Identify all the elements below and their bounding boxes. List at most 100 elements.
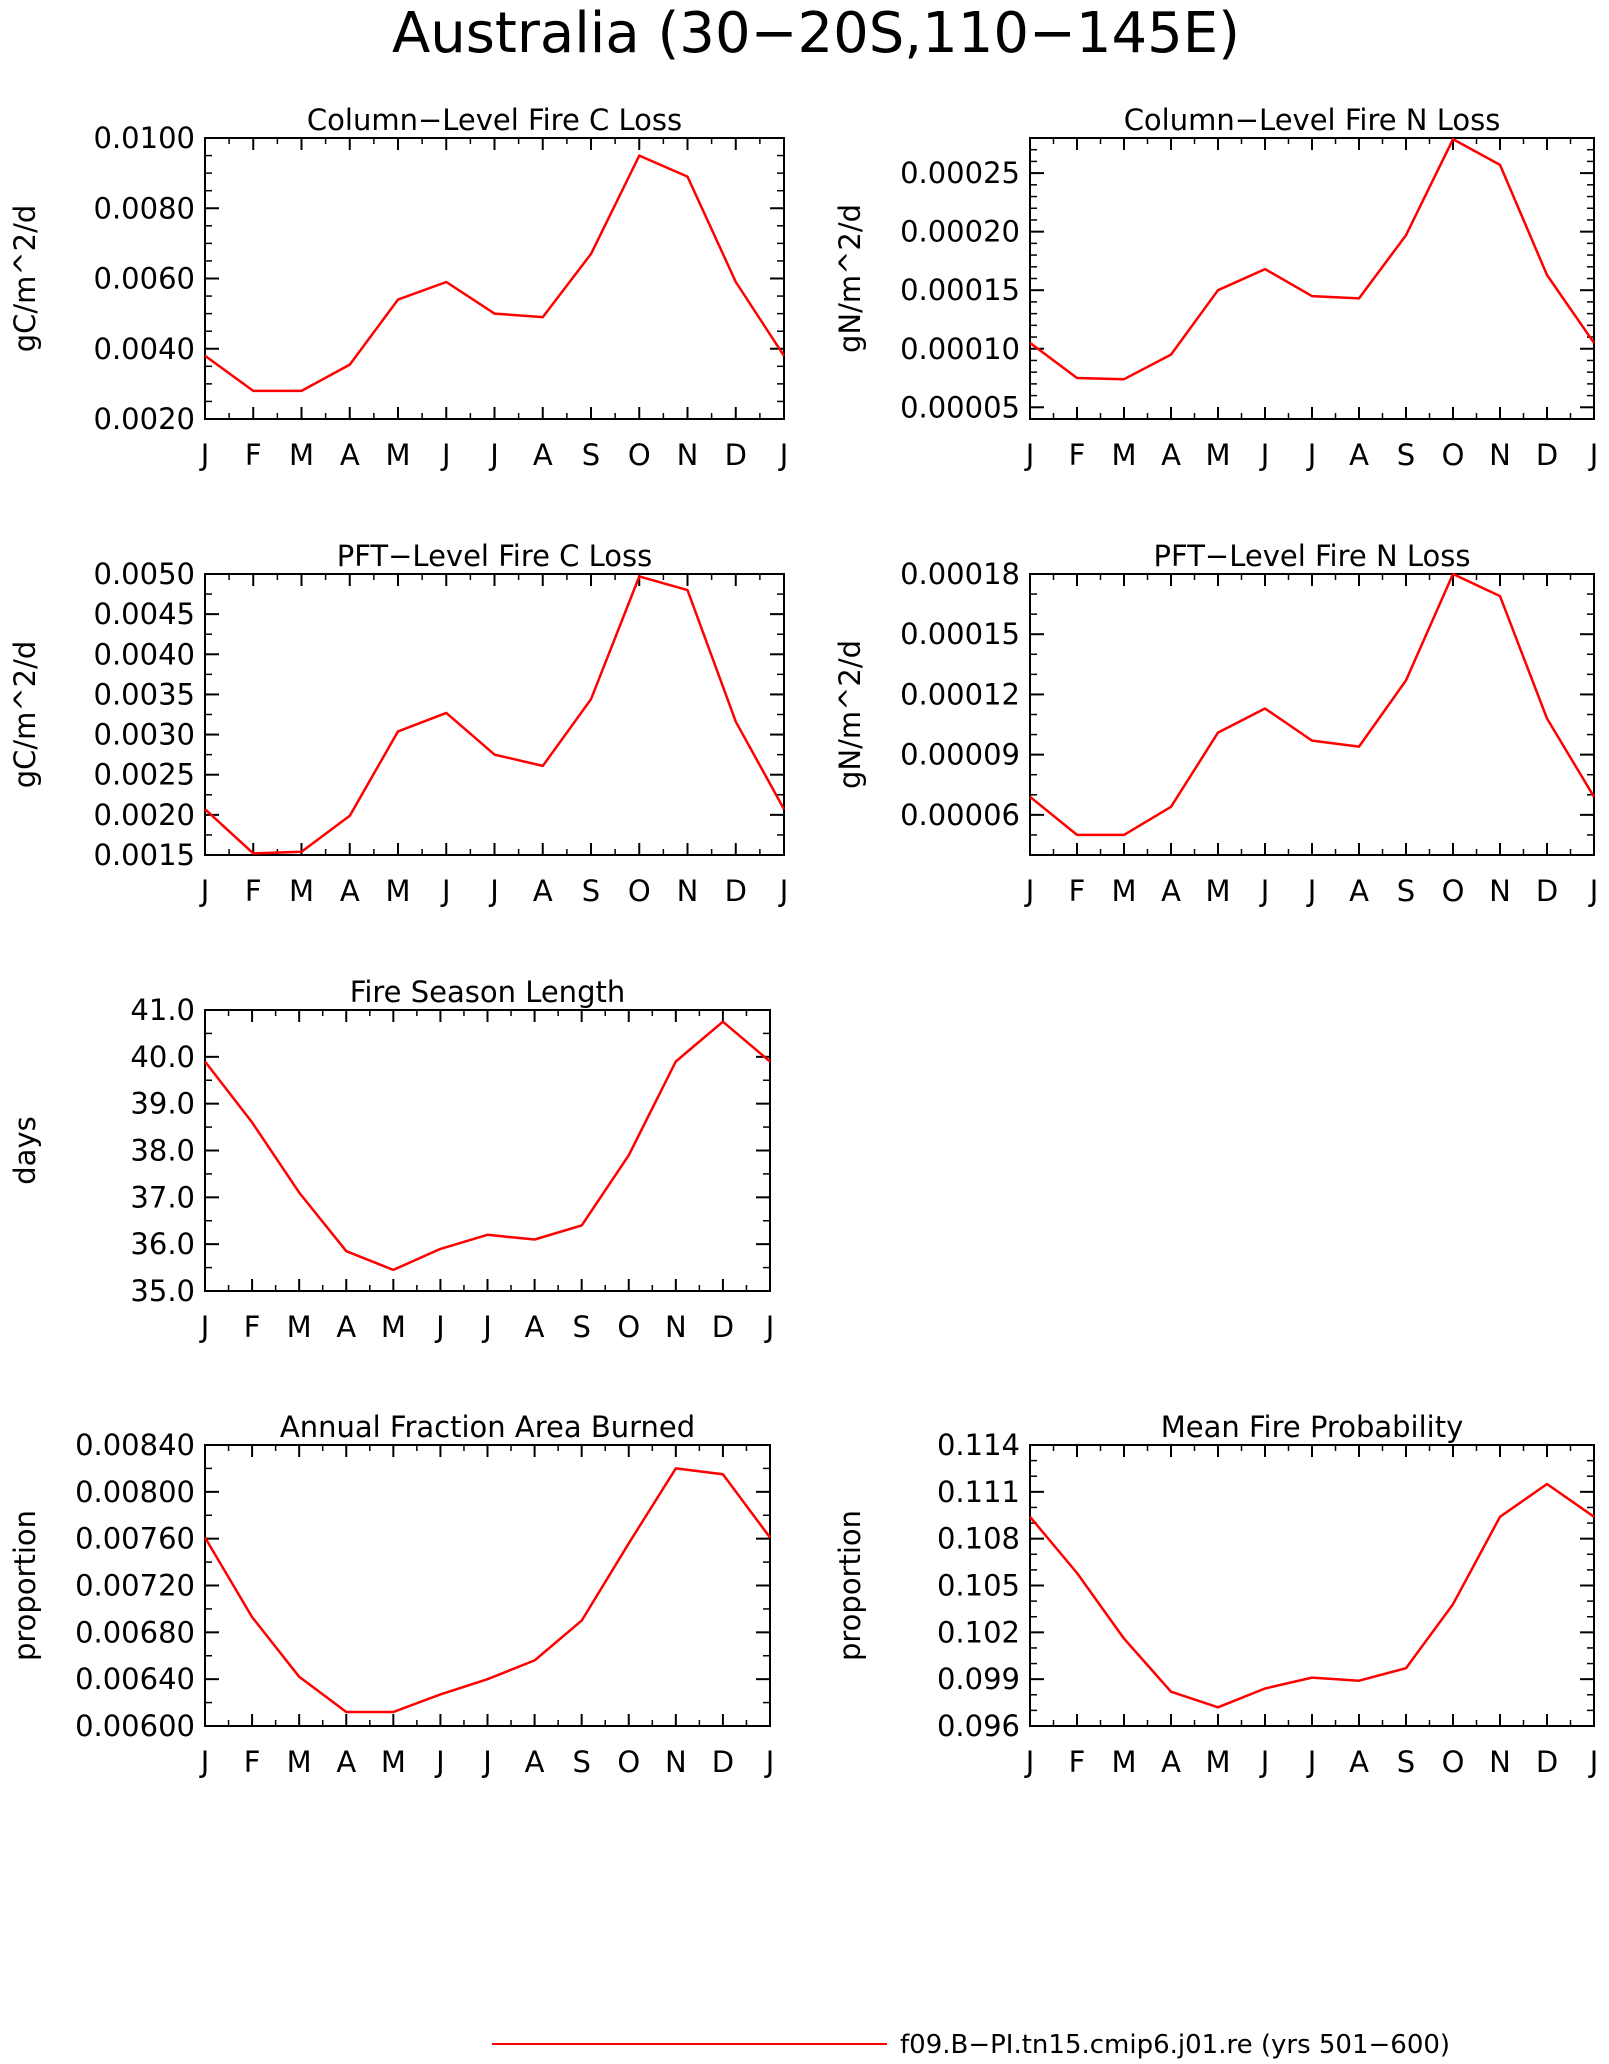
x-tick-label: N xyxy=(677,438,699,472)
x-tick-label: M xyxy=(1205,438,1230,472)
x-tick-label: O xyxy=(1442,438,1465,472)
x-tick-label: J xyxy=(481,1310,492,1344)
series-line xyxy=(1029,137,1596,381)
x-tick-label: J xyxy=(764,1310,775,1344)
x-tick-label: O xyxy=(617,1745,640,1779)
y-tick-label: 0.0035 xyxy=(94,677,195,711)
x-tick-label: J xyxy=(1588,1745,1599,1779)
x-tick-label: M xyxy=(385,438,410,472)
x-tick-label: A xyxy=(340,438,360,472)
x-tick-label: A xyxy=(1161,874,1181,908)
y-tick-label: 0.00015 xyxy=(900,273,1020,307)
x-tick-label: A xyxy=(1349,1745,1369,1779)
x-tick-label: M xyxy=(381,1745,406,1779)
plot-frame xyxy=(204,137,785,420)
y-tick-label: 0.00010 xyxy=(900,332,1020,366)
x-tick-label: A xyxy=(533,438,553,472)
y-axis-label: gC/m^2/d xyxy=(8,205,42,353)
x-tick-label: M xyxy=(1205,1745,1230,1779)
x-tick-label: A xyxy=(336,1745,356,1779)
x-tick-label: O xyxy=(628,438,651,472)
x-tick-label: N xyxy=(665,1310,687,1344)
plot-frame xyxy=(204,1444,771,1727)
y-tick-label: 0.0030 xyxy=(94,718,195,752)
x-tick-label: D xyxy=(725,874,747,908)
x-tick-label: N xyxy=(1489,1745,1511,1779)
y-tick-label: 40.0 xyxy=(130,1040,195,1074)
figure-title: Australia (30−20S,110−145E) xyxy=(392,1,1240,66)
x-tick-label: D xyxy=(725,438,747,472)
y-tick-label: 0.00600 xyxy=(75,1709,195,1743)
x-tick-label: J xyxy=(1306,1745,1317,1779)
panel-title: Mean Fire Probability xyxy=(1161,1410,1464,1444)
y-tick-label: 0.00640 xyxy=(75,1662,195,1696)
x-tick-label: M xyxy=(287,1310,312,1344)
y-tick-label: 0.00020 xyxy=(900,215,1020,249)
y-tick-label: 0.105 xyxy=(937,1569,1020,1603)
legend: f09.B−PI.tn15.cmip6.j01.re (yrs 501−600) xyxy=(492,2030,1450,2060)
y-tick-label: 39.0 xyxy=(130,1087,195,1121)
x-tick-label: A xyxy=(1349,874,1369,908)
y-tick-label: 0.00018 xyxy=(900,557,1020,591)
y-tick-label: 0.0045 xyxy=(94,597,195,631)
y-tick-label: 0.099 xyxy=(937,1662,1020,1696)
x-tick-label: N xyxy=(677,874,699,908)
x-tick-label: A xyxy=(525,1745,545,1779)
x-tick-label: S xyxy=(1397,438,1415,472)
series-line xyxy=(204,575,786,855)
x-tick-label: N xyxy=(1489,438,1511,472)
panel-title: Column−Level Fire C Loss xyxy=(307,103,682,137)
x-tick-label: D xyxy=(712,1745,734,1779)
y-tick-label: 0.00009 xyxy=(900,738,1020,772)
y-tick-label: 0.108 xyxy=(937,1522,1020,1556)
y-tick-label: 0.0100 xyxy=(94,121,195,155)
x-tick-label: M xyxy=(385,874,410,908)
x-tick-label: J xyxy=(778,438,789,472)
x-tick-label: S xyxy=(572,1745,590,1779)
y-tick-label: 0.096 xyxy=(937,1709,1020,1743)
x-tick-label: F xyxy=(245,438,262,472)
series-line xyxy=(1029,572,1596,837)
y-axis-label: proportion xyxy=(833,1510,867,1661)
x-tick-label: J xyxy=(764,1745,775,1779)
x-tick-label: A xyxy=(1161,1745,1181,1779)
x-tick-label: A xyxy=(336,1310,356,1344)
y-tick-label: 0.0040 xyxy=(94,637,195,671)
legend-label: f09.B−PI.tn15.cmip6.j01.re (yrs 501−600) xyxy=(900,2030,1450,2060)
series-line xyxy=(204,1020,771,1272)
y-tick-label: 0.0080 xyxy=(94,191,195,225)
y-tick-label: 0.0015 xyxy=(94,838,195,872)
x-tick-label: D xyxy=(1536,438,1558,472)
x-tick-label: S xyxy=(1397,874,1415,908)
x-tick-label: O xyxy=(1442,874,1465,908)
x-tick-label: A xyxy=(525,1310,545,1344)
y-tick-label: 0.0040 xyxy=(94,332,195,366)
x-tick-label: F xyxy=(245,874,262,908)
x-tick-label: J xyxy=(440,874,451,908)
x-tick-label: M xyxy=(289,438,314,472)
series-line xyxy=(1029,1482,1595,1709)
plot-frame xyxy=(1029,137,1595,420)
y-tick-label: 0.0060 xyxy=(94,262,195,296)
y-tick-label: 38.0 xyxy=(130,1134,195,1168)
x-tick-label: J xyxy=(199,1310,210,1344)
series-line xyxy=(203,1467,772,1714)
panel-title: Fire Season Length xyxy=(350,975,625,1009)
x-tick-label: J xyxy=(1024,1745,1035,1779)
x-tick-label: M xyxy=(287,1745,312,1779)
x-tick-label: J xyxy=(1259,874,1270,908)
y-tick-label: 0.114 xyxy=(937,1428,1020,1462)
x-tick-label: F xyxy=(1069,438,1086,472)
x-tick-label: M xyxy=(289,874,314,908)
y-tick-label: 0.00006 xyxy=(900,798,1020,832)
y-tick-label: 0.102 xyxy=(937,1615,1020,1649)
panel-title: Annual Fraction Area Burned xyxy=(280,1410,695,1444)
